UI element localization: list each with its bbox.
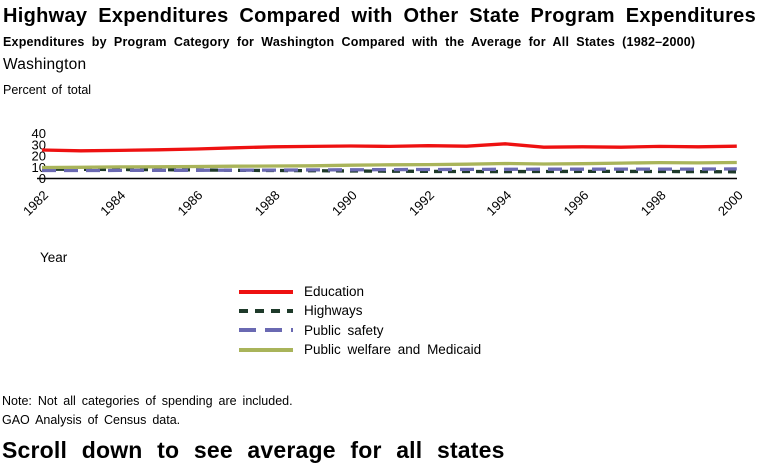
x-tick-label: 1984	[97, 188, 128, 219]
legend-item-public-welfare: Public welfare and Medicaid	[238, 340, 481, 359]
source-text: GAO Analysis of Census data.	[2, 413, 181, 427]
y-tick-label: 40	[32, 126, 46, 141]
x-tick-label: 1996	[560, 188, 591, 219]
note-text: Note: Not all categories of spending are…	[2, 394, 293, 408]
scroll-down-heading: Scroll down to see average for all state…	[2, 437, 505, 463]
y-tick-label: 0	[39, 171, 46, 186]
x-tick-label: 1988	[252, 188, 283, 219]
legend-label-public-welfare: Public welfare and Medicaid	[304, 342, 482, 358]
x-tick-label: 1982	[20, 188, 51, 219]
legend-item-education: Education	[238, 282, 481, 301]
legend-label-highways: Highways	[304, 303, 363, 319]
series-line-education	[41, 142, 737, 153]
page-title: Highway Expenditures Compared with Other…	[3, 5, 757, 27]
x-tick-label: 1992	[406, 188, 437, 219]
legend-label-public-safety: Public safety	[304, 322, 384, 338]
series-line-highways	[41, 167, 737, 174]
y-axis-unit-label: Percent of total	[3, 83, 92, 97]
x-tick-label: 2000	[715, 188, 746, 219]
page-subtitle: Expenditures by Program Category for Was…	[3, 35, 696, 49]
x-axis-title: Year	[40, 250, 68, 265]
y-tick-label: 20	[32, 149, 46, 164]
legend-line-icon	[239, 289, 293, 294]
legend-line-icon	[239, 328, 293, 333]
legend-line-icon	[239, 347, 293, 352]
series-line-public-welfare-and-medicaid	[41, 160, 737, 170]
chart-legend: Education Highways Public safety Public …	[238, 282, 481, 359]
x-tick-label: 1986	[174, 188, 205, 219]
x-tick-label: 1994	[483, 188, 514, 219]
state-name-label: Washington	[3, 56, 87, 73]
x-tick-label: 1990	[329, 188, 360, 219]
legend-item-public-safety: Public safety	[238, 321, 481, 340]
legend-line-icon	[239, 308, 293, 313]
x-tick-label: 1998	[638, 188, 669, 219]
legend-item-highways: Highways	[238, 301, 481, 320]
legend-label-education: Education	[304, 284, 365, 300]
series-line-public-safety	[42, 167, 737, 173]
